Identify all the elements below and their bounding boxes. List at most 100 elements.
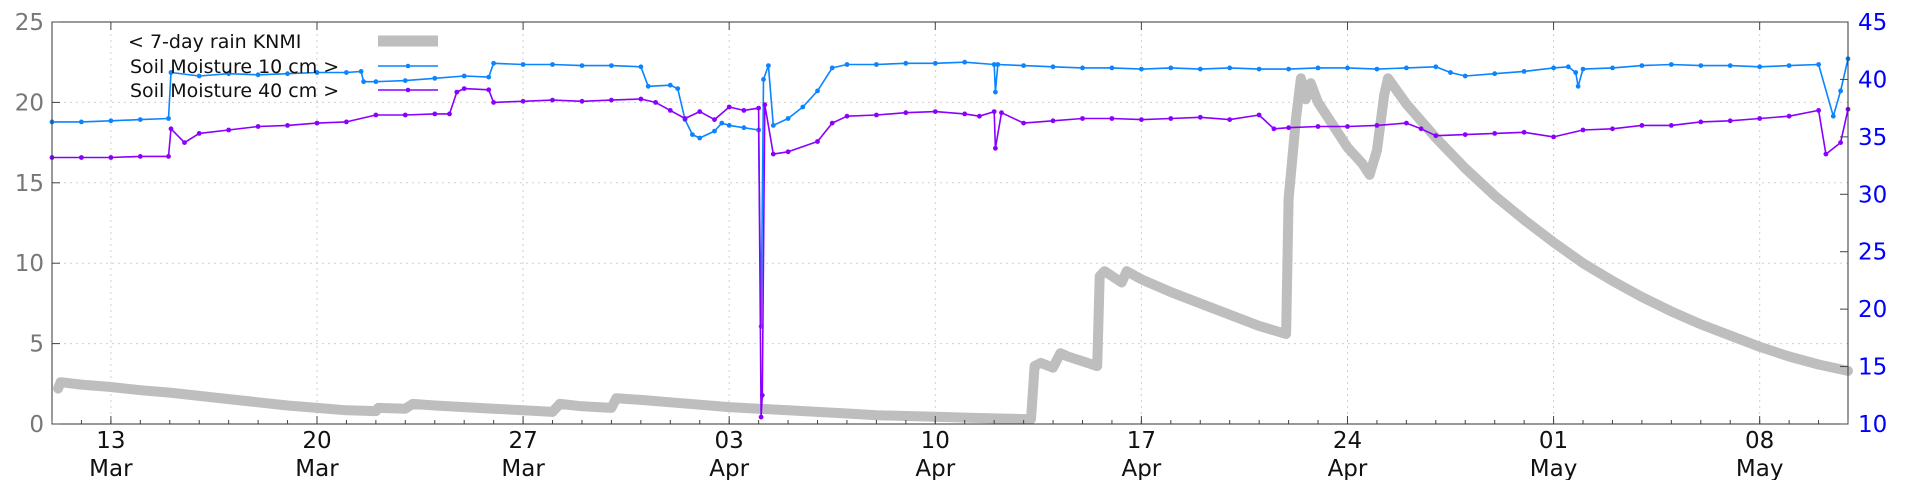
y-tick-label-left: 0 bbox=[29, 412, 44, 438]
series-point bbox=[932, 109, 938, 114]
series-point bbox=[1492, 71, 1498, 77]
series-layer bbox=[49, 56, 1853, 425]
series-point bbox=[785, 116, 791, 121]
series-point bbox=[645, 83, 651, 89]
series-point bbox=[1757, 116, 1763, 121]
series-point bbox=[402, 112, 408, 118]
series-point bbox=[1109, 116, 1115, 121]
series-point bbox=[314, 120, 320, 126]
series-point bbox=[1786, 63, 1792, 68]
series-point bbox=[962, 59, 968, 65]
series-point bbox=[196, 73, 202, 79]
series-point bbox=[1610, 126, 1615, 132]
series-point bbox=[1404, 65, 1409, 71]
series-point bbox=[726, 104, 732, 110]
series-point bbox=[1573, 70, 1579, 75]
y-tick-label-right: 40 bbox=[1858, 67, 1887, 93]
series-point bbox=[1433, 64, 1439, 70]
series-point bbox=[1838, 140, 1843, 146]
y-tick-label-right: 45 bbox=[1858, 10, 1887, 36]
x-tick-label-month: Mar bbox=[89, 456, 133, 480]
series-point bbox=[1462, 132, 1468, 138]
series-point bbox=[829, 65, 835, 71]
series-point bbox=[1639, 123, 1645, 128]
series-point bbox=[1021, 63, 1026, 68]
series-point bbox=[285, 71, 290, 77]
series-point bbox=[712, 128, 717, 134]
series-point bbox=[1727, 118, 1733, 124]
series-point bbox=[991, 62, 997, 67]
series-point bbox=[1433, 133, 1439, 139]
series-point bbox=[1197, 66, 1203, 72]
series-point bbox=[1823, 151, 1829, 157]
series-point bbox=[609, 63, 614, 68]
series-point bbox=[726, 123, 732, 128]
series-point bbox=[344, 119, 349, 125]
series-point bbox=[844, 113, 850, 119]
ticks-layer: 0510152025101520253035404513Mar20Mar27Ma… bbox=[15, 10, 1888, 482]
series-point bbox=[815, 88, 820, 94]
series-point bbox=[1838, 88, 1843, 94]
plot-frame bbox=[51, 21, 1849, 425]
x-tick-label-day: 17 bbox=[1127, 428, 1156, 454]
series-point bbox=[719, 120, 725, 126]
series-point bbox=[1551, 65, 1556, 71]
series-point bbox=[770, 123, 776, 128]
y-tick-label-right: 30 bbox=[1858, 182, 1887, 208]
series-point bbox=[993, 145, 998, 151]
x-tick-label-day: 10 bbox=[921, 428, 950, 454]
series-point bbox=[991, 109, 997, 114]
series-point bbox=[903, 110, 909, 116]
series-point bbox=[1492, 131, 1498, 136]
series-point bbox=[579, 98, 585, 104]
series-point bbox=[993, 89, 998, 95]
series-point bbox=[697, 109, 703, 114]
series-point bbox=[461, 73, 467, 79]
series-point bbox=[1374, 123, 1380, 128]
series-point bbox=[1580, 66, 1586, 72]
series-point bbox=[1580, 127, 1586, 133]
series-point bbox=[1448, 70, 1453, 75]
series-point bbox=[995, 62, 1001, 67]
series-point bbox=[491, 100, 496, 105]
legend-label-soil-40cm: Soil Moisture 40 cm > bbox=[130, 80, 339, 102]
series-point bbox=[226, 71, 232, 77]
series-point bbox=[108, 118, 114, 124]
x-tick-label-day: 03 bbox=[715, 428, 744, 454]
series-point bbox=[314, 70, 320, 75]
legend-swatch-soil-40cm-marker bbox=[405, 87, 411, 93]
series-point bbox=[79, 155, 84, 160]
y-tick-label-left: 5 bbox=[29, 332, 44, 358]
series-point bbox=[1050, 64, 1056, 70]
series-point bbox=[697, 135, 703, 141]
series-point bbox=[785, 149, 791, 155]
series-point bbox=[1345, 124, 1350, 129]
series-point bbox=[1830, 113, 1836, 119]
series-point bbox=[486, 87, 492, 93]
series-point bbox=[1139, 66, 1144, 72]
series-point bbox=[1168, 116, 1174, 121]
series-point bbox=[579, 63, 585, 68]
series-point bbox=[166, 116, 171, 121]
series-point bbox=[766, 63, 771, 68]
legend-label-rain: < 7-day rain KNMI bbox=[128, 31, 301, 53]
y-tick-label-left: 15 bbox=[15, 171, 44, 197]
series-point bbox=[756, 105, 761, 111]
series-point bbox=[196, 131, 202, 136]
x-tick-label-month: Apr bbox=[915, 456, 955, 480]
series-point bbox=[1168, 65, 1174, 71]
series-point bbox=[690, 132, 695, 138]
series-line-rain bbox=[53, 73, 1853, 425]
y-tick-label-right: 15 bbox=[1858, 355, 1887, 381]
legend: < 7-day rain KNMI Soil Moisture 10 cm > … bbox=[128, 31, 438, 102]
series-point bbox=[667, 82, 673, 88]
series-point bbox=[1816, 108, 1821, 113]
series-point bbox=[1374, 66, 1380, 72]
series-point bbox=[1080, 116, 1085, 121]
series-point bbox=[682, 116, 688, 121]
series-point bbox=[285, 123, 290, 128]
series-point bbox=[761, 77, 766, 82]
series-point bbox=[758, 414, 764, 420]
series-point bbox=[1286, 66, 1291, 72]
series-point bbox=[108, 155, 114, 160]
